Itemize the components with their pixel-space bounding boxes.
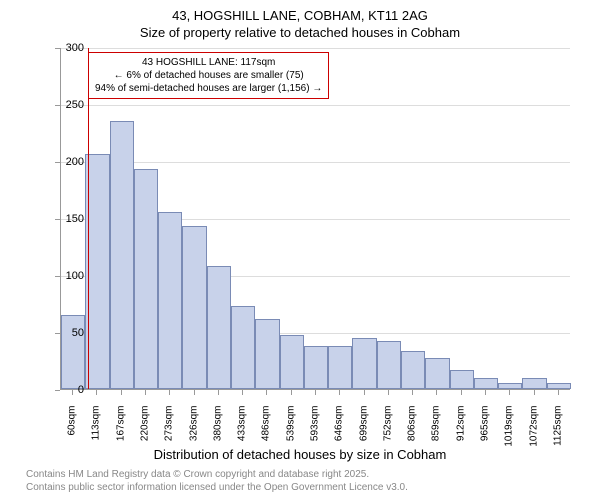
x-axis-label: Distribution of detached houses by size … (0, 447, 600, 462)
histogram-bar (498, 383, 522, 389)
x-tick (96, 390, 97, 395)
histogram-bar (328, 346, 352, 389)
plot-area (60, 48, 570, 390)
x-tick (534, 390, 535, 395)
x-tick (242, 390, 243, 395)
y-tick (55, 390, 60, 391)
x-tick (145, 390, 146, 395)
histogram-bar (547, 383, 571, 389)
annotation-box: 43 HOGSHILL LANE: 117sqm ← 6% of detache… (88, 52, 329, 99)
gridline (61, 162, 570, 163)
chart-subtitle: Size of property relative to detached ho… (0, 23, 600, 40)
histogram-bar (231, 306, 255, 389)
y-tick (55, 48, 60, 49)
annotation-line3: 94% of semi-detached houses are larger (… (95, 82, 322, 95)
x-tick (169, 390, 170, 395)
histogram-bar (207, 266, 231, 389)
histogram-bar (134, 169, 158, 389)
y-tick (55, 333, 60, 334)
histogram-bar (85, 154, 109, 389)
x-tick (339, 390, 340, 395)
annotation-line2: ← 6% of detached houses are smaller (75) (95, 69, 322, 82)
y-tick (55, 276, 60, 277)
x-tick (485, 390, 486, 395)
histogram-bar (522, 378, 546, 389)
histogram-bar (474, 378, 498, 389)
histogram-bar (158, 212, 182, 389)
footer-line1: Contains HM Land Registry data © Crown c… (26, 468, 408, 481)
x-tick (509, 390, 510, 395)
histogram-bar (401, 351, 425, 389)
x-tick (461, 390, 462, 395)
gridline (61, 48, 570, 49)
gridline (61, 105, 570, 106)
x-tick (291, 390, 292, 395)
chart-title: 43, HOGSHILL LANE, COBHAM, KT11 2AG (0, 0, 600, 23)
x-tick (218, 390, 219, 395)
x-tick (121, 390, 122, 395)
y-tick (55, 219, 60, 220)
histogram-bar (377, 341, 401, 389)
histogram-bar (450, 370, 474, 389)
y-tick (55, 162, 60, 163)
x-tick (436, 390, 437, 395)
x-tick (364, 390, 365, 395)
x-tick (558, 390, 559, 395)
histogram-bar (182, 226, 206, 389)
property-marker-line (88, 48, 89, 389)
x-tick (388, 390, 389, 395)
x-tick (194, 390, 195, 395)
histogram-bar (425, 358, 449, 389)
x-tick (315, 390, 316, 395)
x-tick (266, 390, 267, 395)
x-tick (72, 390, 73, 395)
footer-line2: Contains public sector information licen… (26, 481, 408, 494)
histogram-bar (280, 335, 304, 389)
histogram-bar (110, 121, 134, 389)
histogram-bar (255, 319, 279, 389)
x-tick (412, 390, 413, 395)
annotation-line1: 43 HOGSHILL LANE: 117sqm (95, 56, 322, 69)
chart-container: 43, HOGSHILL LANE, COBHAM, KT11 2AG Size… (0, 0, 600, 500)
histogram-bar (304, 346, 328, 389)
footer-attribution: Contains HM Land Registry data © Crown c… (26, 468, 408, 494)
histogram-bar (352, 338, 376, 389)
y-tick (55, 105, 60, 106)
